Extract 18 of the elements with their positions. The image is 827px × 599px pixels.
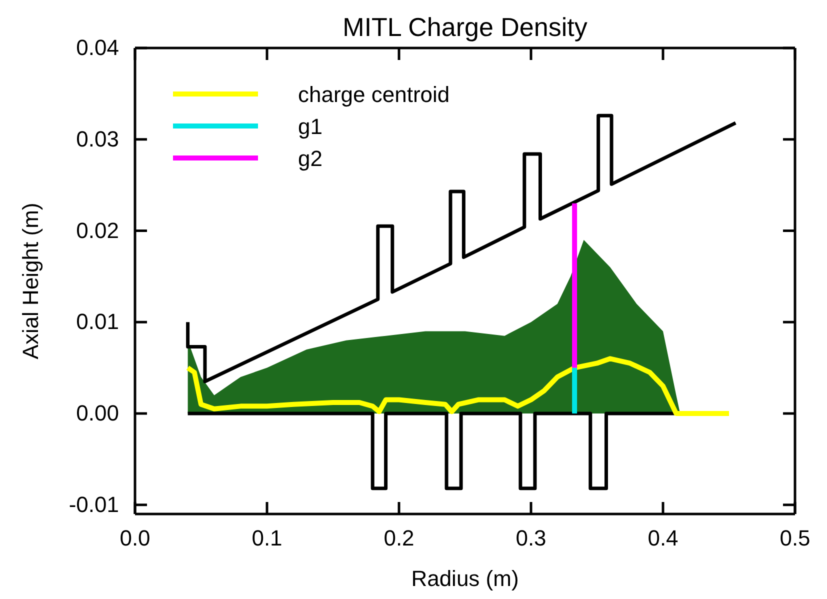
x-tick-label: 0.3 — [516, 526, 546, 551]
legend-label: g1 — [298, 114, 322, 139]
x-tick-label: 0.0 — [120, 526, 150, 551]
legend-label: g2 — [298, 146, 322, 171]
x-tick-label: 0.4 — [648, 526, 678, 551]
y-tick-label: 0.04 — [76, 35, 119, 60]
x-tick-label: 0.1 — [252, 526, 282, 551]
y-tick-label: 0.00 — [76, 400, 119, 426]
y-tick-label: 0.03 — [76, 126, 119, 152]
y-axis-title: Axial Height (m) — [18, 202, 43, 360]
x-tick-label: 0.2 — [384, 526, 414, 551]
chart-title: MITL Charge Density — [342, 12, 588, 42]
x-axis-title: Radius (m) — [411, 566, 519, 591]
legend-label: charge centroid — [298, 82, 450, 107]
y-tick-label: 0.01 — [76, 309, 119, 334]
y-tick-label: -0.01 — [68, 492, 119, 517]
y-tick-label: 0.02 — [76, 218, 119, 243]
x-tick-label: 0.5 — [780, 526, 810, 551]
